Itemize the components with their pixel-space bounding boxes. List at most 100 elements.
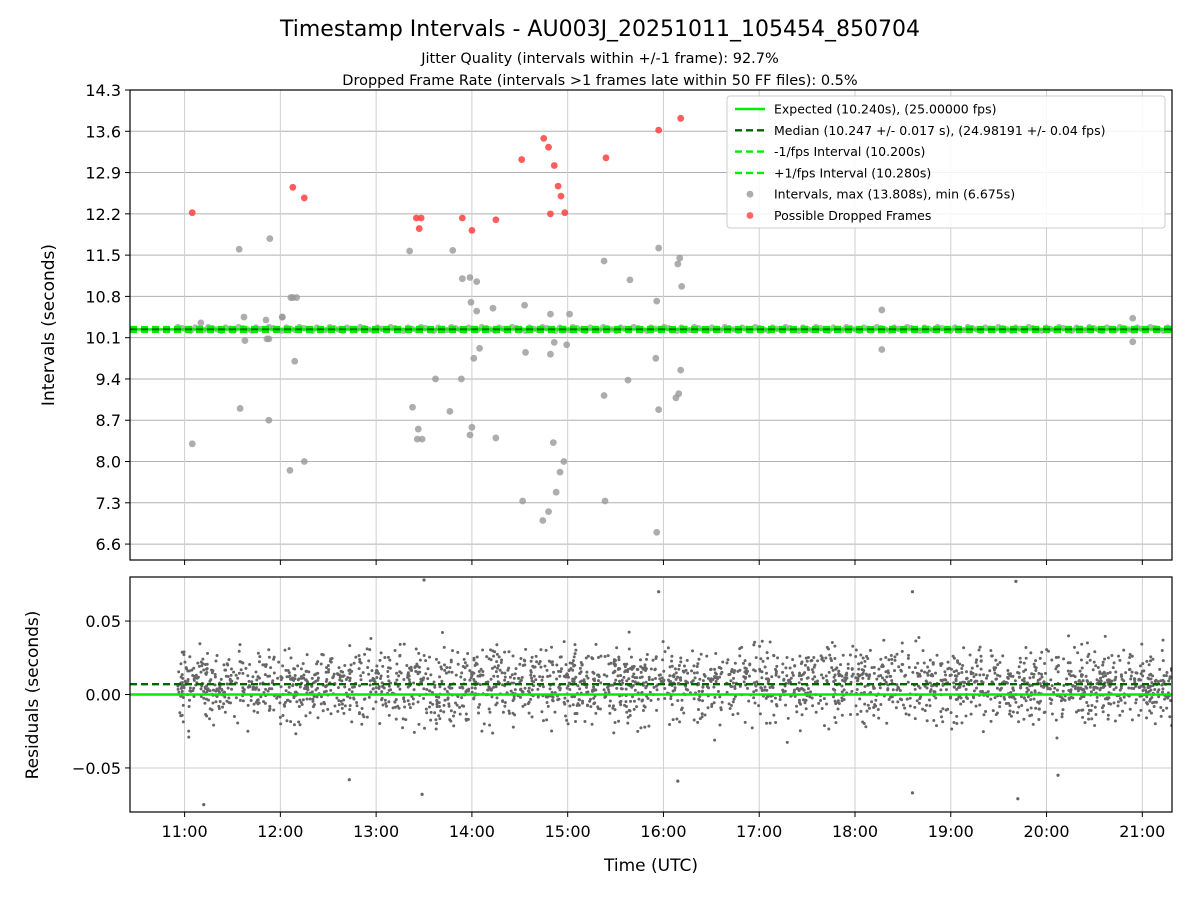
residual-point [706,676,710,680]
residual-point [1149,711,1153,715]
residual-point [570,695,574,699]
residual-point [758,712,762,716]
x-axis-label: Time (UTC) [603,856,698,876]
interval-point [188,440,196,448]
residual-point [573,663,577,667]
residual-point [1141,689,1145,693]
residual-point [343,685,347,689]
residual-point [874,698,878,702]
residual-point [923,709,927,713]
residual-point [203,662,207,666]
residual-point [468,669,472,673]
residual-point [463,666,467,670]
residual-point [202,803,206,807]
residual-point [319,702,323,706]
residual-point [994,677,998,681]
residual-point [203,701,207,705]
residual-point [1168,715,1172,719]
residual-point [906,680,910,684]
residual-point [609,661,613,665]
residual-point [277,660,281,664]
residual-point [377,672,381,676]
residual-point [518,695,522,699]
residual-point [264,687,268,691]
residual-point [627,630,631,634]
residual-point [557,669,561,673]
residual-point [586,704,590,708]
residual-point [267,655,271,659]
residual-point [916,661,920,665]
residual-point [337,666,341,670]
residual-point [229,667,233,671]
residual-point [248,662,252,666]
residual-point [998,674,1002,678]
residual-point [1160,648,1164,652]
residual-point [301,662,305,666]
residual-point [424,659,428,663]
residual-point [860,672,864,676]
residual-point [1085,641,1089,645]
residual-point [1076,689,1080,693]
residual-point [848,653,852,657]
residual-point [760,686,764,690]
residual-point [398,687,402,691]
residual-point [1043,710,1047,714]
residual-point [1037,717,1041,721]
residual-point [659,679,663,683]
residual-point [879,702,883,706]
residual-point [730,685,734,689]
residual-point [768,721,772,725]
residual-point [955,669,959,673]
residual-point [417,651,421,655]
residual-point [733,661,737,665]
residual-point [598,707,602,711]
residual-point [565,718,569,722]
residual-point [772,713,776,717]
residual-point [586,690,590,694]
residual-point [513,713,517,717]
residual-point [279,685,283,689]
residual-point [448,666,452,670]
interval-point [678,282,686,290]
residual-point [1139,672,1143,676]
residual-point [674,677,678,681]
residual-point [1146,676,1150,680]
residual-point [339,669,343,673]
residual-point [752,690,756,694]
residual-point [710,702,714,706]
residual-point [692,697,696,701]
residual-point [396,684,400,688]
residual-point [352,685,356,689]
residual-point [884,682,888,686]
residual-point [393,648,397,652]
residual-point [894,706,898,710]
residual-point [810,696,814,700]
residual-point [379,698,383,702]
residual-point [196,661,200,665]
residual-point [1107,678,1111,682]
residual-point [1042,680,1046,684]
residual-point [1124,671,1128,675]
residual-point [512,676,516,680]
residual-point [850,667,854,671]
legend-entry-label: Median (10.247 +/- 0.017 s), (24.98191 +… [774,123,1105,138]
residual-point [898,689,902,693]
residual-point [993,696,997,700]
residual-point [409,667,413,671]
residual-point [541,719,545,723]
residual-point [886,671,890,675]
residual-point [627,677,631,681]
residual-point [1140,642,1144,646]
residual-point [458,686,462,690]
residual-point [369,690,373,694]
residual-point [866,703,870,707]
residual-point [310,676,314,680]
residual-point [649,667,653,671]
residual-point [955,659,959,663]
residual-point [906,656,910,660]
residual-point [362,697,366,701]
residual-point [900,662,904,666]
residual-point [718,723,722,727]
residual-point [974,704,978,708]
residual-point [952,685,956,689]
